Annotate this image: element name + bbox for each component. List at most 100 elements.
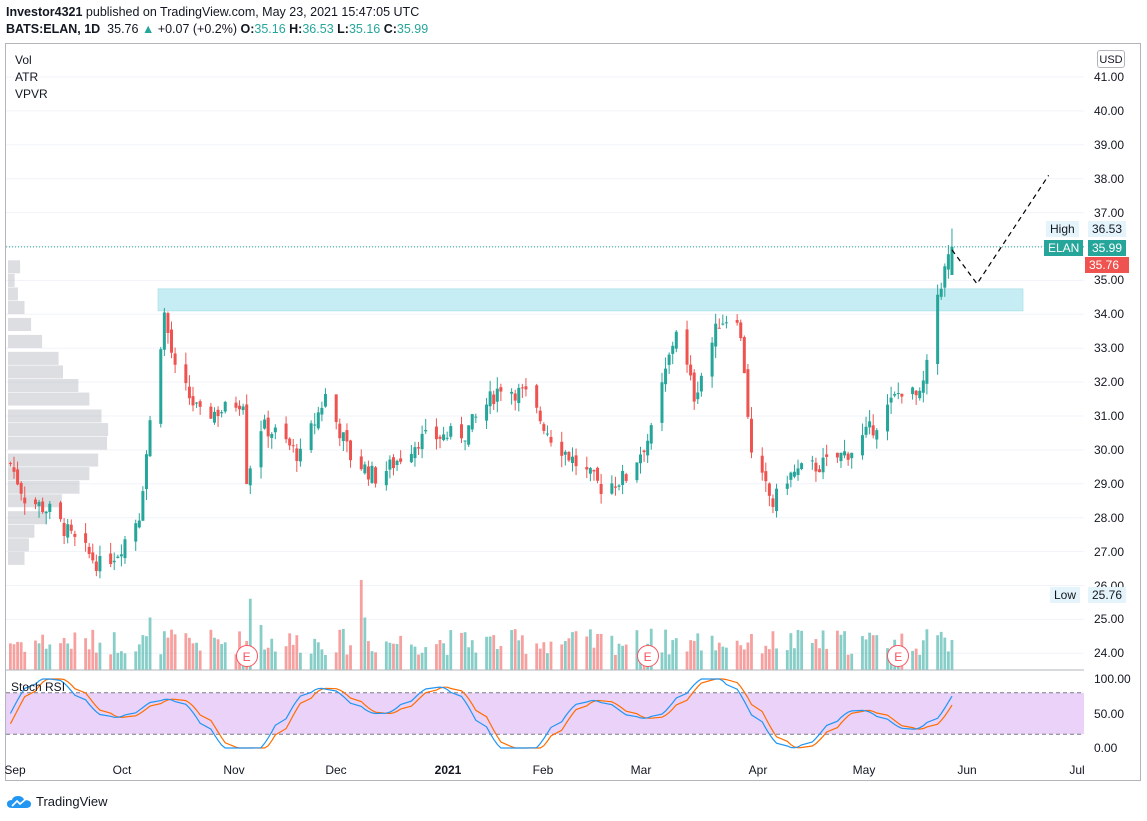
- volume-bar: [191, 643, 195, 670]
- vpvr-bar: [8, 511, 47, 525]
- candle-body: [495, 388, 499, 402]
- rsi-tick-label: 50.00: [1094, 706, 1125, 721]
- volume-bar: [41, 634, 45, 670]
- volume-bar: [871, 635, 875, 670]
- volume-bar: [37, 643, 41, 670]
- volume-bar: [123, 653, 127, 670]
- candle-body: [409, 453, 413, 463]
- volume-bar: [120, 651, 123, 670]
- volume-bar: [918, 654, 922, 670]
- volume-bar: [438, 639, 442, 670]
- indicator-vol[interactable]: Vol: [15, 53, 32, 67]
- volume-bar: [370, 651, 374, 670]
- volume-bar: [785, 650, 789, 670]
- candle-body: [241, 406, 245, 411]
- candle-body: [617, 485, 621, 487]
- candle-body: [359, 456, 363, 470]
- volume-bar: [266, 647, 270, 670]
- stoch-rsi-label[interactable]: Stoch RSI: [11, 680, 66, 694]
- indicator-atr[interactable]: ATR: [15, 70, 39, 84]
- candle-body: [520, 387, 524, 389]
- candle-body: [850, 452, 854, 459]
- candle-body: [843, 451, 847, 456]
- candle-body: [345, 430, 349, 442]
- candle-body: [492, 394, 496, 405]
- volume-bar: [66, 643, 70, 670]
- candle-body: [248, 468, 252, 486]
- open-value: 35.16: [254, 22, 286, 36]
- vpvr-bar: [8, 334, 43, 348]
- volume-bar: [538, 648, 542, 670]
- volume-bar: [485, 636, 488, 670]
- candle-body: [87, 546, 91, 554]
- volume-bar: [417, 654, 420, 670]
- earnings-badge[interactable]: E: [235, 645, 258, 667]
- candle-body: [399, 458, 403, 462]
- last-price: 35.76: [107, 22, 139, 36]
- volume-bar: [259, 625, 263, 670]
- symbol-title[interactable]: BATS:ELAN, 1D: [6, 22, 101, 36]
- candle-body: [671, 345, 675, 354]
- candle-body: [860, 435, 864, 456]
- candle-body: [238, 405, 242, 410]
- candle-body: [724, 322, 728, 324]
- volume-bar: [617, 643, 621, 670]
- tradingview-cloud-icon: [7, 795, 31, 808]
- price-tick-label: 38.00: [1094, 171, 1125, 186]
- candle-body: [567, 451, 571, 461]
- earnings-badge[interactable]: E: [887, 645, 910, 667]
- volume-bar: [413, 646, 417, 670]
- volume-bar: [309, 653, 313, 670]
- volume-bar: [12, 644, 16, 670]
- volume-bar: [223, 642, 227, 670]
- candle-body: [613, 486, 617, 488]
- candle-body: [66, 524, 70, 538]
- volume-bar: [789, 633, 793, 670]
- earnings-badge[interactable]: E: [636, 645, 659, 667]
- candle-body: [363, 464, 367, 474]
- vpvr-bar: [8, 317, 32, 331]
- tradingview-brand[interactable]: TradingView: [6, 794, 108, 809]
- time-tick-label: May: [852, 763, 876, 777]
- volume-bar: [560, 644, 564, 670]
- volume-bar: [746, 642, 750, 670]
- publisher-name[interactable]: Investor4321: [6, 5, 83, 19]
- candle-body: [259, 431, 263, 468]
- candle-body: [649, 425, 653, 444]
- vpvr-bar: [8, 378, 79, 392]
- vpvr-bar: [8, 365, 63, 379]
- volume-bar: [84, 638, 87, 670]
- volume-bar: [284, 646, 288, 670]
- volume-bar: [19, 642, 23, 670]
- volume-bar: [546, 653, 549, 670]
- volume-bar: [864, 639, 868, 670]
- volume-bar: [420, 652, 424, 670]
- price-tick-label: 27.00: [1094, 544, 1125, 559]
- candle-body: [875, 430, 879, 440]
- candle-body: [485, 404, 489, 421]
- volume-bar: [345, 654, 349, 670]
- indicator-vpvr[interactable]: VPVR: [15, 87, 48, 101]
- currency-button[interactable]: USD: [1097, 50, 1125, 68]
- volume-bar: [814, 639, 818, 670]
- candle-body: [148, 420, 152, 457]
- candle-body: [760, 455, 764, 473]
- volume-bar: [499, 646, 503, 670]
- volume-bar: [59, 643, 62, 670]
- candle-body: [291, 445, 295, 447]
- volume-bar: [44, 648, 48, 670]
- volume-bar: [209, 629, 213, 670]
- volume-bar: [16, 641, 19, 670]
- candle-body: [417, 447, 421, 449]
- volume-bar: [735, 640, 739, 670]
- volume-bar: [839, 634, 843, 670]
- candle-body: [660, 382, 664, 423]
- high-label: H:: [289, 22, 303, 36]
- volume-bar: [288, 633, 292, 670]
- candle-body: [560, 441, 564, 456]
- candle-body: [263, 419, 267, 429]
- candle-body: [298, 448, 302, 462]
- candle-body: [463, 440, 467, 442]
- price-tick-label: 33.00: [1094, 341, 1125, 356]
